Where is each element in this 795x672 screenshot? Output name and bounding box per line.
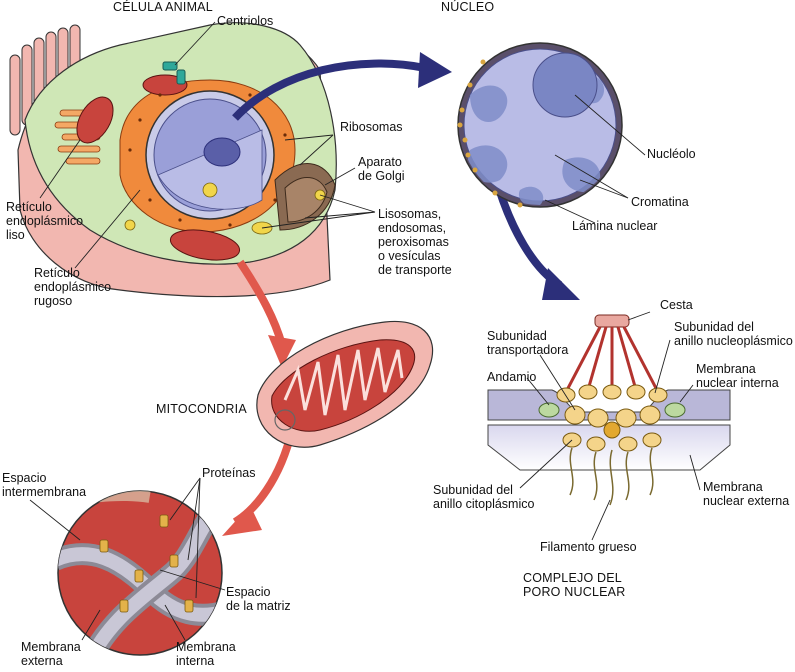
pore-membrane-lower (487, 424, 731, 471)
nucleus-detail (457, 42, 623, 208)
arrow-cell-to-mito (236, 259, 296, 368)
cell-mitochondrion-left (76, 96, 114, 144)
label-filamento-grueso: Filamento grueso (540, 540, 637, 554)
animal-cell (9, 22, 337, 298)
label-lamina: Lámina nuclear (572, 219, 658, 233)
arrow-mito-to-detail (222, 429, 296, 536)
label-proteinas: Proteínas (202, 466, 256, 480)
label-ribosomas: Ribosomas (340, 120, 403, 134)
label-espacio-intermembrana: Espacio intermembrana (2, 471, 87, 499)
label-membrana-nuclear-externa: Membrana nuclear externa (703, 480, 790, 508)
label-membrana-interna: Membrana interna (176, 640, 236, 668)
pore-title: COMPLEJO DEL PORO NUCLEAR (523, 571, 626, 599)
label-lisosomas: Lisosomas, endosomas, peroxisomas o vesí… (378, 207, 452, 277)
label-andamio: Andamio (487, 370, 537, 384)
label-rel: Retículo endoplásmico liso (6, 200, 84, 242)
mito-title: MITOCONDRIA (156, 402, 247, 416)
cell-title: CÉLULA ANIMAL (113, 0, 213, 14)
nucleus-title: NÚCLEO (441, 0, 495, 14)
label-membrana-nuclear-interna: Membrana nuclear interna (696, 362, 779, 390)
nuclear-pore-complex (487, 314, 731, 506)
label-cromatina: Cromatina (631, 195, 689, 209)
scaffold-green (538, 402, 686, 418)
nuclear-pores-ring (457, 59, 523, 208)
label-subunidad-nucleoplasmico: Subunidad del anillo nucleoplásmico (674, 320, 793, 348)
label-nucleolo: Nucléolo (647, 147, 696, 161)
golgi-apparatus (274, 163, 336, 231)
label-cesta: Cesta (660, 298, 693, 312)
label-membrana-externa: Membrana externa (21, 640, 81, 668)
leader-lines (29, 21, 701, 641)
label-subunidad-citoplasmico: Subunidad del anillo citoplásmico (433, 483, 535, 511)
basket-strands (564, 326, 660, 393)
label-subunidad-transportadora: Subunidad transportadora (487, 329, 569, 357)
label-rer: Retículo endoplásmico rugoso (34, 266, 112, 308)
cristae (283, 347, 404, 416)
mitochondrion-detail (57, 490, 223, 656)
proteins (99, 514, 194, 613)
ribosome-dots (128, 93, 287, 227)
cell-nucleolus (203, 137, 241, 167)
cell-mitochondrion-top (142, 74, 188, 96)
cell-mitochondrion-bottom (169, 229, 241, 261)
centrioles (162, 61, 186, 85)
label-centriolos: Centriolos (217, 14, 274, 28)
arrow-cell-to-nucleus (232, 52, 452, 121)
basket-top (594, 314, 630, 328)
mitochondrion (256, 320, 434, 448)
label-espacio-matriz: Espacio de la matriz (226, 585, 291, 613)
label-golgi: Aparato de Golgi (358, 155, 405, 183)
cytoplasmic-filaments (569, 447, 654, 506)
nucleolus (532, 52, 598, 118)
